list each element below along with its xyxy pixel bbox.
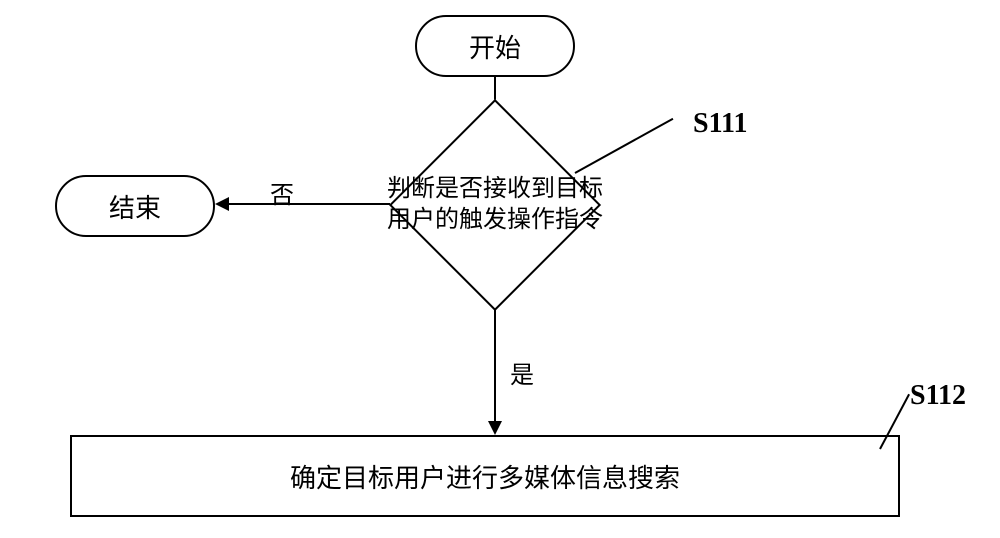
callout-line-s111 — [575, 118, 674, 174]
edge-decision-end — [228, 203, 390, 205]
decision-line2: 用户的触发操作指令 — [387, 205, 603, 236]
process-label: 确定目标用户进行多媒体信息搜索 — [290, 458, 680, 495]
end-node: 结束 — [55, 175, 215, 237]
decision-line1: 判断是否接收到目标 — [387, 174, 603, 205]
arrowhead-decision-process — [488, 421, 502, 435]
flowchart-container: 开始 判断是否接收到目标 用户的触发操作指令 S111 否 结束 是 确定目标用… — [0, 0, 1000, 538]
edge-decision-process — [494, 310, 496, 421]
start-node: 开始 — [415, 15, 575, 77]
decision-text: 判断是否接收到目标 用户的触发操作指令 — [370, 175, 620, 235]
start-label: 开始 — [469, 28, 521, 65]
callout-label-s112: S112 — [910, 380, 966, 412]
callout-label-s111: S111 — [693, 108, 747, 140]
end-label: 结束 — [109, 188, 161, 225]
edge-label-yes: 是 — [510, 355, 534, 390]
process-node: 确定目标用户进行多媒体信息搜索 — [70, 435, 900, 517]
edge-label-no: 否 — [270, 175, 294, 210]
arrowhead-decision-end — [215, 197, 229, 211]
